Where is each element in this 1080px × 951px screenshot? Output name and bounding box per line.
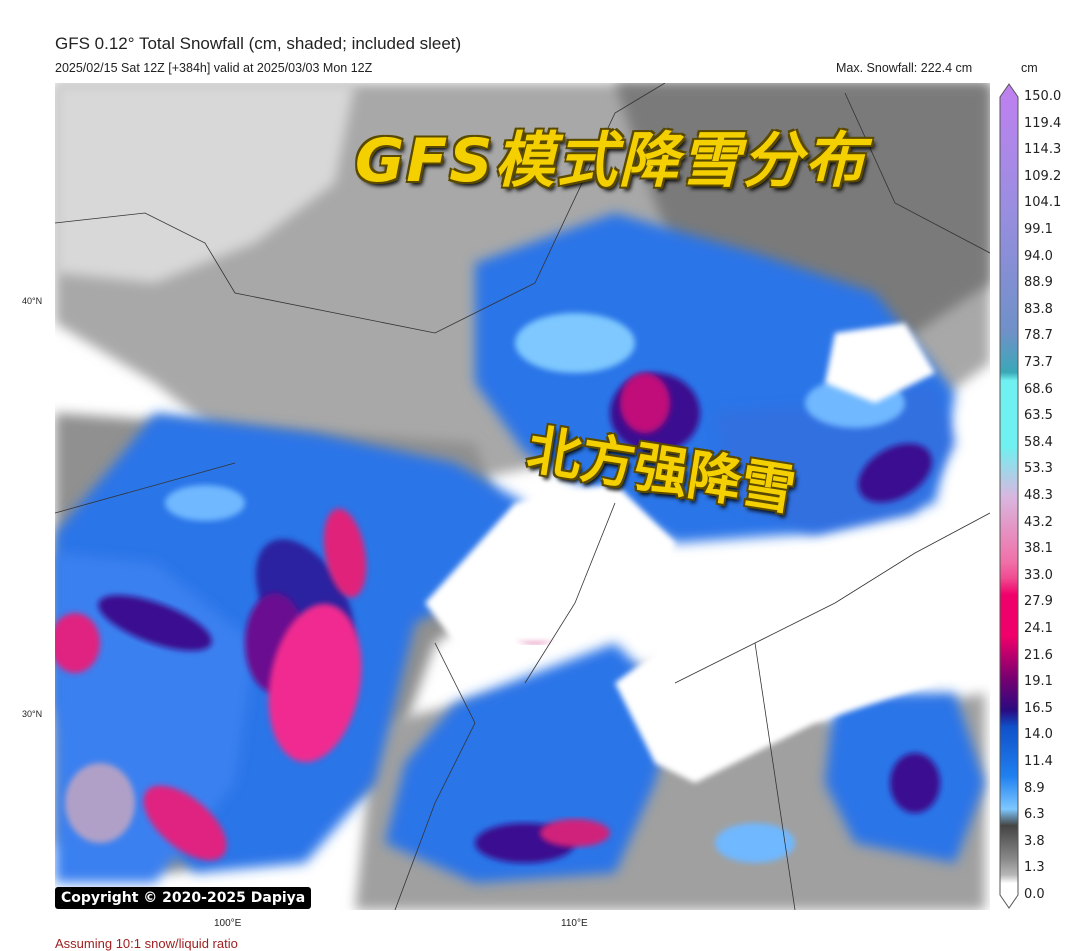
colorbar-tick: 119.4 <box>1024 115 1062 131</box>
colorbar-tick: 150.0 <box>1024 89 1062 104</box>
snow-lightblue-patch <box>165 485 245 521</box>
snow-lavender <box>65 763 135 843</box>
colorbar-tick: 109.2 <box>1024 168 1062 184</box>
colorbar-tick: 53.3 <box>1024 461 1053 477</box>
colorbar-tick: 63.5 <box>1024 408 1053 424</box>
colorbar-tick: 43.2 <box>1024 514 1053 530</box>
snow-navy-core <box>98 595 212 651</box>
snow-heavy-pink <box>143 785 227 861</box>
colorbar-tick: 114.3 <box>1024 142 1062 158</box>
colorbar-bar <box>999 83 1019 909</box>
colorbar-tick: 38.1 <box>1024 541 1053 557</box>
snow-lightblue-patch <box>715 823 795 863</box>
colorbar-tick: 14.0 <box>1024 727 1053 743</box>
colorbar-tick: 21.6 <box>1024 647 1053 663</box>
colorbar-tick: 48.3 <box>1024 488 1053 503</box>
colorbar <box>999 83 1019 909</box>
colorbar-tick: 3.8 <box>1024 833 1045 849</box>
colorbar-tick: 0.0 <box>1024 887 1045 902</box>
map-title: GFS 0.12° Total Snowfall (cm, shaded; in… <box>55 34 462 53</box>
colorbar-tick: 1.3 <box>1024 860 1045 876</box>
snow-blue-south-central <box>385 643 675 883</box>
colorbar-tick: 8.9 <box>1024 780 1045 796</box>
colorbar-tick: 88.9 <box>1024 275 1053 291</box>
lat-label-30: 30°N <box>22 709 43 719</box>
snow-navy-core <box>890 753 940 813</box>
colorbar-tick: 33.0 <box>1024 567 1053 583</box>
colorbar-tick: 58.4 <box>1024 434 1053 450</box>
colorbar-tick: 83.8 <box>1024 301 1053 317</box>
snow-navy-core <box>858 443 932 503</box>
no-snow-region-east <box>615 563 935 783</box>
colorbar-tick: 19.1 <box>1024 674 1053 690</box>
gray-region-nw <box>55 83 355 283</box>
colorbar-tick: 11.4 <box>1024 754 1053 769</box>
lat-label-40: 40°N <box>22 296 43 306</box>
overlay-title: GFS模式降雪分布 <box>355 126 867 196</box>
province-borders <box>55 83 990 910</box>
max-snowfall: Max. Snowfall: 222.4 cm <box>836 61 973 75</box>
snow-lightblue-patch <box>515 313 635 373</box>
colorbar-tick: 104.1 <box>1024 195 1062 211</box>
colorbar-tick: 24.1 <box>1024 621 1053 636</box>
colorbar-tick: 16.5 <box>1024 700 1053 716</box>
snow-heavy-pink <box>268 603 362 763</box>
colorbar-unit: cm <box>1021 61 1038 75</box>
colorbar-tick: 94.0 <box>1024 248 1053 264</box>
snow-heavy-pink <box>323 508 367 598</box>
lon-label-110: 110°E <box>561 918 588 929</box>
no-snow-region <box>425 483 675 643</box>
colorbar-tick: 6.3 <box>1024 807 1045 823</box>
colorbar-tick: 78.7 <box>1024 328 1053 344</box>
colorbar-tick: 27.9 <box>1024 594 1053 610</box>
copyright-badge: Copyright © 2020-2025 Dapiya <box>55 887 312 909</box>
lon-label-100: 100°E <box>214 918 242 929</box>
snow-heavy-pink <box>540 819 610 847</box>
snowfall-shading <box>55 83 990 910</box>
snowfall-map <box>55 83 990 910</box>
colorbar-tick: 73.7 <box>1024 355 1053 370</box>
valid-time: 2025/02/15 Sat 12Z [+384h] valid at 2025… <box>55 61 373 75</box>
colorbar-tick: 99.1 <box>1024 222 1053 237</box>
footnote: Assuming 10:1 snow/liquid ratio <box>55 936 238 951</box>
bohai-sea <box>825 323 935 403</box>
snow-magenta-core <box>620 373 670 433</box>
snow-heavy-pink <box>55 613 100 673</box>
colorbar-tick: 68.6 <box>1024 381 1053 397</box>
